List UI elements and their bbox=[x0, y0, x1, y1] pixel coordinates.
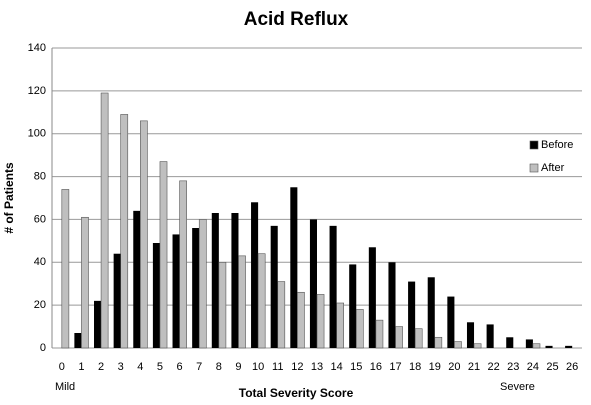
legend-swatch bbox=[529, 163, 539, 173]
y-tick-label: 0 bbox=[40, 342, 46, 354]
bar bbox=[297, 291, 305, 349]
bar bbox=[120, 114, 129, 349]
bar bbox=[159, 161, 168, 349]
x-tick-label: 24 bbox=[527, 361, 539, 373]
bar bbox=[277, 281, 286, 349]
bar bbox=[179, 180, 187, 349]
bar bbox=[434, 336, 443, 349]
y-tick-label: 40 bbox=[34, 256, 46, 268]
bar bbox=[427, 277, 435, 348]
x-tick-label: 18 bbox=[409, 361, 421, 373]
x-tick-label: 22 bbox=[488, 361, 500, 373]
bar bbox=[172, 234, 180, 348]
x-tick-label: 15 bbox=[350, 361, 362, 373]
bar bbox=[61, 189, 70, 349]
x-tick-label: 20 bbox=[448, 361, 460, 373]
annotation: Severe bbox=[500, 381, 535, 393]
y-axis-title: # of Patients bbox=[2, 162, 16, 234]
bar bbox=[251, 202, 259, 348]
bar bbox=[466, 322, 475, 348]
bar bbox=[395, 326, 403, 349]
bar bbox=[329, 225, 337, 348]
bar bbox=[211, 213, 219, 348]
bar bbox=[545, 345, 553, 348]
bar bbox=[100, 92, 109, 349]
legend-label: After bbox=[541, 162, 565, 174]
bar bbox=[316, 294, 325, 349]
legend-label: Before bbox=[541, 139, 573, 151]
bar bbox=[447, 296, 455, 348]
bar bbox=[74, 333, 82, 348]
bar bbox=[525, 339, 533, 348]
bar bbox=[238, 255, 246, 349]
bar bbox=[506, 337, 514, 348]
bar bbox=[355, 309, 364, 349]
chart-title: Acid Reflux bbox=[244, 9, 349, 30]
x-tick-label: 17 bbox=[389, 361, 401, 373]
annotation: Mild bbox=[55, 381, 75, 393]
bar bbox=[532, 343, 541, 349]
bar bbox=[368, 247, 376, 348]
bar bbox=[231, 213, 239, 348]
bar bbox=[290, 187, 298, 348]
x-tick-label: 0 bbox=[59, 361, 65, 373]
bar bbox=[565, 345, 573, 348]
y-tick-label: 60 bbox=[34, 213, 46, 225]
bar bbox=[218, 261, 227, 349]
x-tick-label: 2 bbox=[98, 361, 104, 373]
x-tick-label: 23 bbox=[507, 361, 519, 373]
x-tick-label: 4 bbox=[137, 361, 143, 373]
bar bbox=[388, 262, 396, 348]
bar bbox=[257, 253, 266, 349]
legend-swatch bbox=[529, 140, 539, 150]
bar bbox=[152, 243, 160, 348]
x-tick-label: 26 bbox=[566, 361, 578, 373]
x-tick-label: 5 bbox=[157, 361, 163, 373]
bar bbox=[454, 341, 462, 349]
bar bbox=[408, 281, 416, 348]
x-tick-label: 21 bbox=[468, 361, 480, 373]
x-tick-label: 13 bbox=[311, 361, 323, 373]
x-tick-label: 25 bbox=[546, 361, 558, 373]
x-tick-label: 3 bbox=[118, 361, 124, 373]
bar bbox=[309, 219, 317, 348]
bar bbox=[473, 343, 482, 349]
y-tick-label: 140 bbox=[28, 42, 46, 54]
x-tick-label: 9 bbox=[235, 361, 241, 373]
x-tick-label: 11 bbox=[272, 361, 283, 373]
x-axis-title: Total Severity Score bbox=[239, 386, 354, 400]
bar bbox=[133, 210, 141, 348]
bar bbox=[414, 328, 423, 349]
bar bbox=[270, 225, 278, 348]
x-tick-label: 6 bbox=[177, 361, 183, 373]
bar bbox=[81, 216, 89, 349]
bar bbox=[113, 253, 121, 348]
bar bbox=[349, 264, 357, 348]
x-tick-label: 8 bbox=[216, 361, 222, 373]
bar bbox=[140, 120, 148, 349]
x-tick-label: 7 bbox=[196, 361, 202, 373]
x-tick-label: 16 bbox=[370, 361, 382, 373]
bar bbox=[375, 319, 384, 349]
x-tick-label: 19 bbox=[429, 361, 441, 373]
bar bbox=[486, 324, 494, 348]
x-tick-label: 10 bbox=[252, 361, 264, 373]
bar bbox=[94, 300, 102, 348]
x-tick-label: 1 bbox=[78, 361, 84, 373]
y-tick-label: 100 bbox=[28, 128, 46, 140]
bar bbox=[192, 228, 200, 348]
y-tick-label: 80 bbox=[34, 170, 46, 182]
bar bbox=[336, 302, 344, 349]
bar bbox=[198, 219, 207, 349]
y-tick-label: 120 bbox=[28, 85, 46, 97]
y-tick-label: 20 bbox=[34, 299, 46, 311]
x-tick-label: 12 bbox=[291, 361, 303, 373]
x-tick-label: 14 bbox=[331, 361, 343, 373]
